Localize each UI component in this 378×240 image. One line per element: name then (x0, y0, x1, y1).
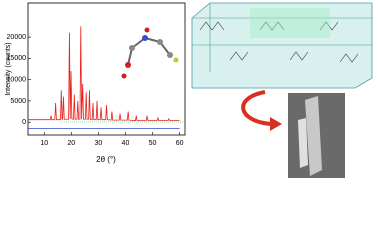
x-axis-label: 2θ (°) (96, 155, 116, 164)
x-tick-label: 60 (176, 140, 184, 147)
x-tick-label: 30 (94, 140, 102, 147)
x-tick-label: 50 (149, 140, 157, 147)
y-tick-label: 0 (22, 119, 26, 126)
sem-image (288, 93, 345, 178)
y-tick-label: 20000 (7, 34, 27, 41)
plot-frame (27, 2, 186, 136)
crystal-packing (191, 2, 373, 89)
y-tick-label: 5000 (10, 98, 26, 105)
y-tick-label: 15000 (7, 55, 27, 62)
figure: Intensity (counts) 2θ (°) 0 5000 10000 1500… (5, 2, 373, 178)
x-tick-label: 20 (67, 140, 75, 147)
x-tick-label: 40 (122, 140, 130, 147)
arrow (241, 90, 282, 131)
y-axis-label: Intensity (counts) (5, 42, 12, 95)
molecule (121, 27, 179, 79)
x-tick-label: 10 (40, 140, 48, 147)
data-line (28, 26, 180, 121)
y-tick-label: 10000 (7, 76, 27, 83)
